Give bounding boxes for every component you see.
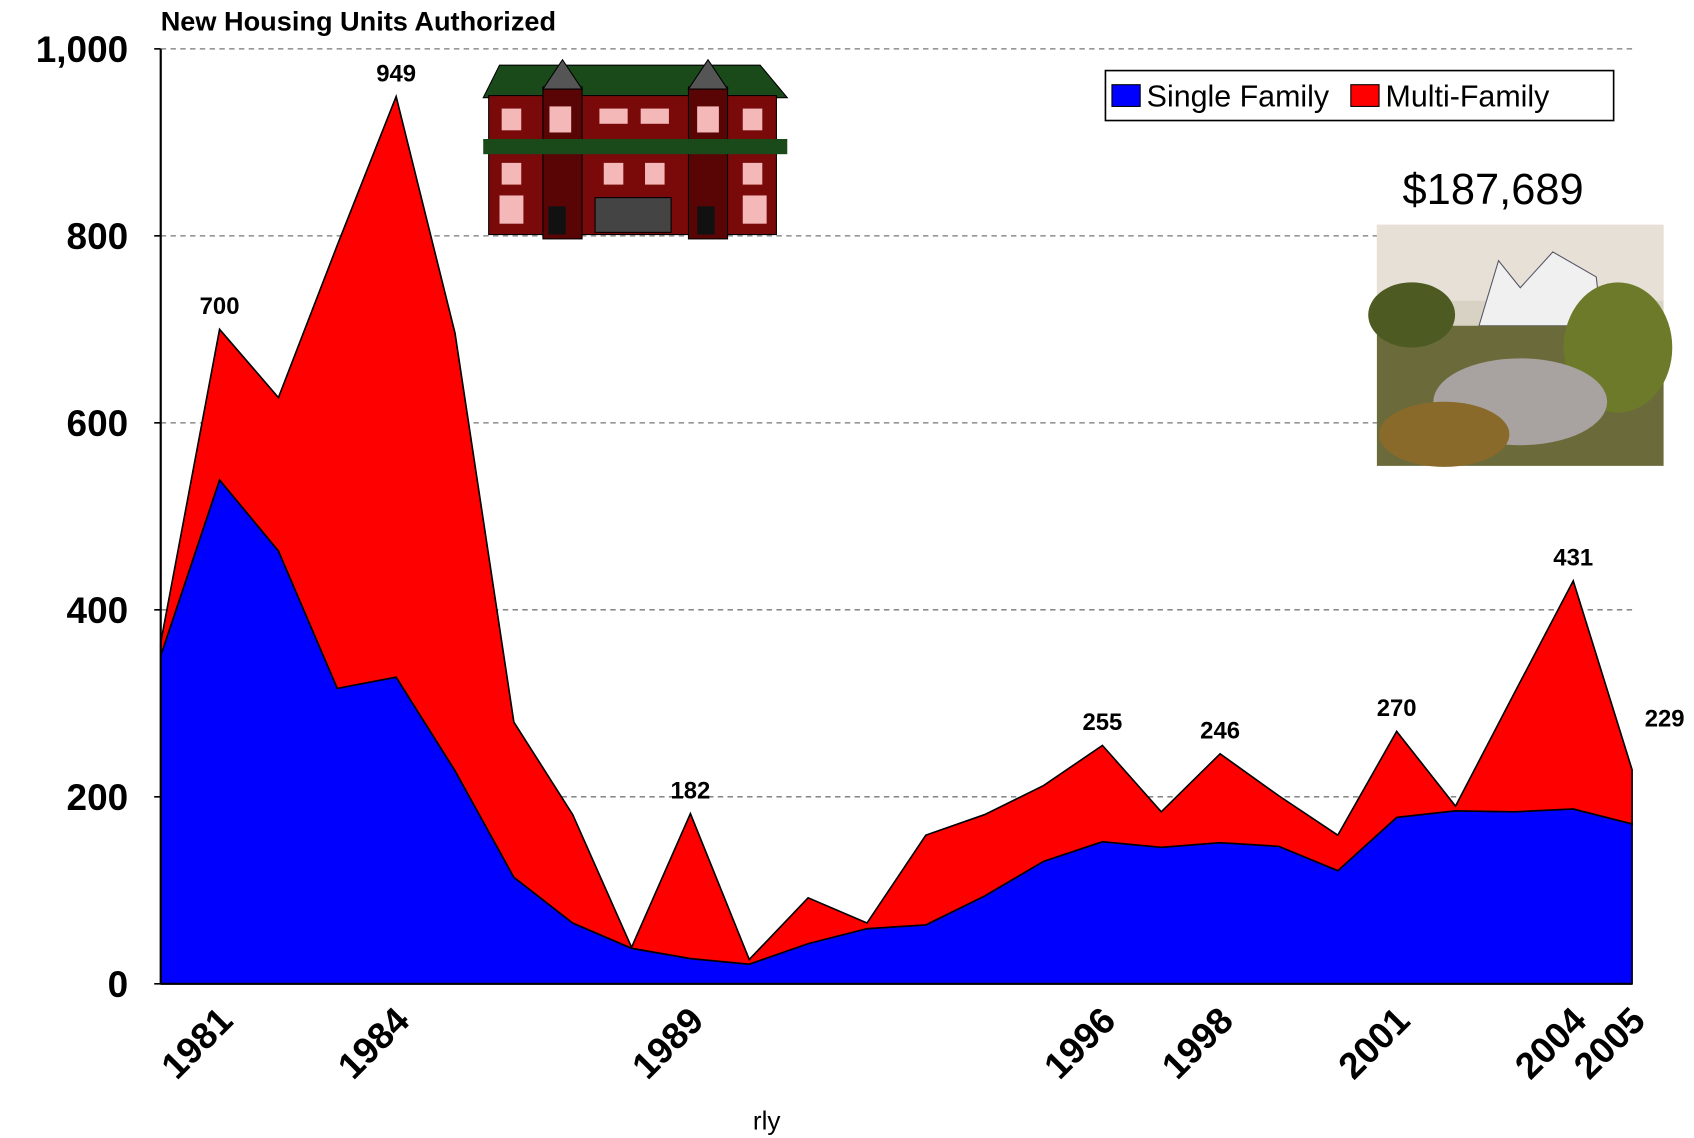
x-tick-label: 1989: [624, 1000, 711, 1087]
total-label: 700: [200, 293, 240, 320]
legend-label: Single Family: [1147, 79, 1330, 113]
x-tick-label: 1984: [330, 999, 417, 1086]
y-tick-label: 600: [67, 403, 129, 444]
total-label: 270: [1377, 695, 1417, 722]
y-tick-label: 400: [67, 590, 129, 631]
total-label: 431: [1553, 545, 1593, 572]
price-annotation: $187,689: [1403, 166, 1584, 214]
x-tick-label: 1996: [1036, 1000, 1123, 1087]
total-label: 182: [670, 777, 710, 804]
total-label: 949: [376, 60, 416, 87]
x-tick-label: 2005: [1566, 1000, 1653, 1087]
legend-swatch: [1351, 85, 1379, 107]
apartment-icon: [483, 60, 787, 239]
y-tick-label: 0: [108, 964, 129, 1005]
total-label: 246: [1200, 718, 1240, 745]
house-photo: [1368, 225, 1672, 467]
x-tick-label: 2001: [1330, 1000, 1417, 1087]
legend-label: Multi-Family: [1386, 79, 1551, 113]
y-tick-label: 1,000: [36, 29, 128, 70]
x-tick-label: 1981: [153, 1000, 240, 1087]
x-axis-label: rly: [753, 1105, 780, 1135]
y-tick-label: 800: [67, 216, 129, 257]
total-label: 229: [1645, 705, 1685, 732]
chart-title: New Housing Units Authorized: [161, 5, 556, 36]
legend: Single Family Multi-Family: [1105, 71, 1613, 121]
page: New Housing Units Authorized rly 0 200 400…: [0, 0, 1694, 1138]
total-label: 255: [1082, 709, 1122, 736]
x-tick-label: 1998: [1154, 1000, 1241, 1087]
y-tick-label: 200: [67, 777, 129, 818]
chart: New Housing Units Authorized rly 0 200 400…: [0, 0, 1694, 1138]
legend-swatch: [1112, 85, 1140, 107]
